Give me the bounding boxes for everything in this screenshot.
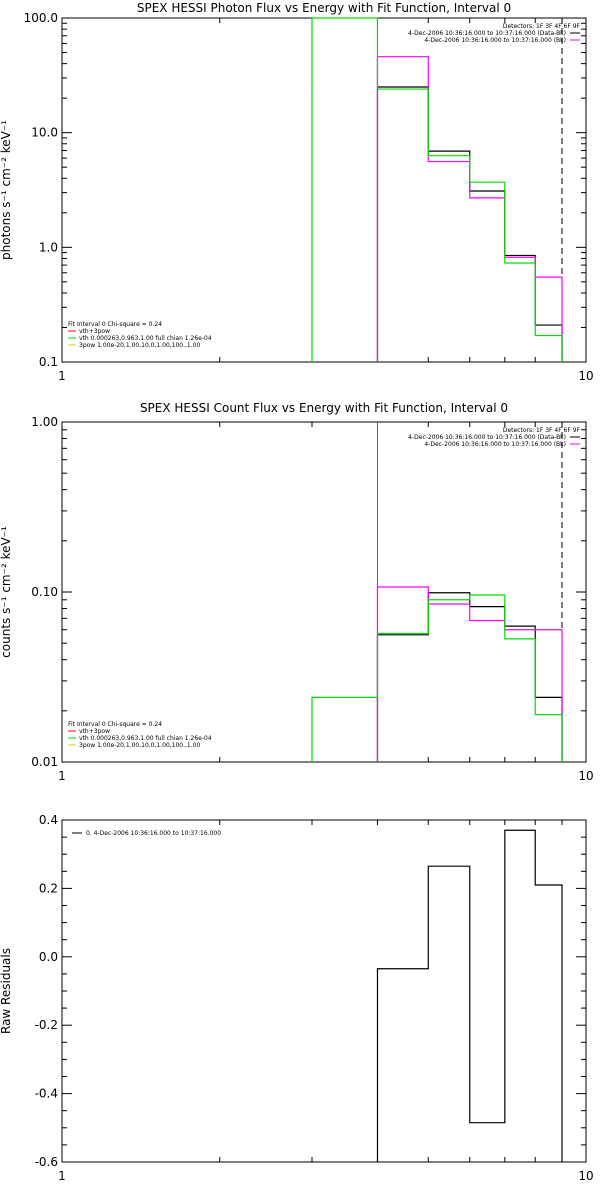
legend-entry-top: 4-Dec-2006 10:36:16.000 to 10:37:16.000 … bbox=[408, 30, 566, 37]
y-tick-label: 10.0 bbox=[31, 126, 58, 140]
chart-panel-2: SPEX HESSI Count Flux vs Energy with Fit… bbox=[0, 401, 594, 783]
chart-panel-1: SPEX HESSI Photon Flux vs Energy with Fi… bbox=[0, 1, 594, 383]
series-line-1 bbox=[376, 86, 563, 362]
y-tick-label: -0.6 bbox=[35, 1155, 58, 1169]
series-line-2 bbox=[376, 56, 563, 362]
series-line-1 bbox=[376, 592, 563, 762]
y-tick-label: 0.2 bbox=[39, 881, 58, 895]
y-tick-label: 0.10 bbox=[31, 585, 58, 599]
legend-entry-bottom: Fit Interval 0 Chi-square = 0.24 bbox=[68, 721, 162, 728]
y-tick-label: 100.0 bbox=[24, 11, 58, 25]
y-axis-label: counts s⁻¹ cm⁻² keV⁻¹ bbox=[0, 526, 13, 658]
y-tick-label: 0.4 bbox=[39, 813, 58, 827]
chart-title: SPEX HESSI Count Flux vs Energy with Fit… bbox=[140, 401, 508, 415]
chart-title: SPEX HESSI Photon Flux vs Energy with Fi… bbox=[137, 1, 511, 15]
y-tick-label: -0.4 bbox=[35, 1087, 58, 1101]
legend-entry-bottom: vth+3pow bbox=[79, 328, 110, 335]
chart-panel-3: Raw Residuals 1 10 -0.6 -0.4 -0.2 0.0 0.2 0.4 0. … bbox=[0, 813, 594, 1183]
x-tick-label: 1 bbox=[58, 769, 66, 783]
x-tick-label: 1 bbox=[58, 369, 66, 383]
legend-entry-bottom: vth 0.000263,0.963,1.00 full chian 1.26e… bbox=[79, 735, 212, 742]
y-tick-label: 0.0 bbox=[39, 950, 58, 964]
legend-entry-bottom: 3pow 1.00e-20,1.00,10.0,1.00,100.,1.00 bbox=[79, 742, 200, 749]
legend-entry-top: Detectors: 1F 3F 4F 6F 9F bbox=[503, 23, 581, 30]
legend-entry-bottom: vth 0.000263,0.963,1.00 full chian 1.26e… bbox=[79, 335, 212, 342]
y-tick-label: 0.1 bbox=[39, 355, 58, 369]
x-tick-label: 1 bbox=[58, 1169, 66, 1183]
y-tick-label: 1.0 bbox=[39, 240, 58, 254]
legend-entry-bottom: Fit Interval 0 Chi-square = 0.24 bbox=[68, 321, 162, 328]
legend-entry-top: 0. 4-Dec-2006 10:36:16.000 to 10:37:16.0… bbox=[86, 830, 221, 837]
y-tick-label: 0.01 bbox=[31, 755, 58, 769]
x-tick-label: 10 bbox=[578, 769, 593, 783]
series-line-3 bbox=[311, 17, 563, 362]
y-tick-label: 1.00 bbox=[31, 415, 58, 429]
y-tick-label: -0.2 bbox=[35, 1018, 58, 1032]
series-line-3 bbox=[311, 594, 563, 762]
y-axis-label: Raw Residuals bbox=[0, 948, 13, 1034]
legend-entry-top: 4-Dec-2006 10:36:16.000 to 10:37:16.000 … bbox=[424, 441, 566, 448]
x-tick-label: 10 bbox=[578, 1169, 593, 1183]
legend-entry-top: Detectors: 1F 3F 4F 6F 9F bbox=[503, 427, 581, 434]
x-tick-label: 10 bbox=[578, 369, 593, 383]
series-line-1 bbox=[376, 829, 563, 1162]
legend-entry-bottom: 3pow 1.00e-20,1.00,10.0,1.00,100.,1.00 bbox=[79, 342, 200, 349]
y-axis-label: photons s⁻¹ cm⁻² keV⁻¹ bbox=[0, 120, 13, 260]
series-line-2 bbox=[376, 586, 563, 762]
legend-entry-top: 4-Dec-2006 10:36:16.000 to 10:37:16.000 … bbox=[408, 434, 566, 441]
legend-entry-bottom: vth+3pow bbox=[79, 728, 110, 735]
legend-entry-top: 4-Dec-2006 10:36:16.000 to 10:37:16.000 … bbox=[424, 37, 566, 44]
